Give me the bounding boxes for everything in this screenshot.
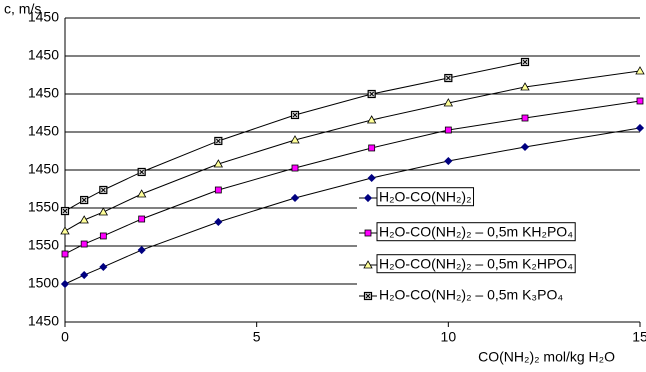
y-tick-label: 1450: [28, 47, 59, 63]
marker-cross: [81, 197, 87, 203]
marker: [444, 156, 453, 166]
marker: [214, 136, 223, 146]
marker: [80, 270, 89, 280]
legend-box: [376, 222, 576, 242]
legend-label: H₂O-CO(NH₂)₂ – 0,5m K₃PO₄: [379, 287, 563, 303]
marker: [363, 291, 373, 301]
x-tick-label: 10: [441, 329, 457, 345]
marker: [60, 226, 70, 235]
legend-box: [376, 187, 475, 207]
marker-cross: [62, 208, 68, 214]
marker: [366, 115, 377, 124]
marker: [214, 217, 223, 227]
marker: [635, 66, 645, 75]
x-tick-label: 0: [61, 329, 69, 345]
y-tick-label: 1450: [28, 313, 59, 329]
marker-cross: [369, 91, 375, 97]
y-tick-label: 1450: [28, 123, 59, 139]
legend-label: H₂O-CO(NH₂)₂: [379, 189, 472, 205]
marker: [363, 260, 373, 269]
marker: [137, 245, 146, 255]
marker-cross: [445, 75, 451, 81]
marker: [291, 164, 299, 172]
marker: [368, 144, 376, 152]
marker: [521, 114, 529, 122]
y-tick-label: 1450: [28, 9, 59, 25]
legend-label: H₂O-CO(NH₂)₂ – 0,5m K₂HPO₄: [379, 256, 573, 272]
x-tick-label: 15: [632, 329, 646, 345]
marker: [138, 215, 146, 223]
marker: [290, 193, 300, 203]
marker: [61, 250, 69, 258]
marker: [443, 98, 454, 107]
marker: [520, 82, 530, 91]
marker: [79, 215, 89, 224]
marker: [98, 207, 109, 216]
marker: [367, 89, 376, 99]
marker: [635, 123, 645, 133]
series-line: [64, 70, 641, 232]
marker: [444, 73, 453, 83]
series-line: [64, 100, 641, 255]
y-tick-label: 1450: [28, 85, 59, 101]
marker: [367, 173, 376, 183]
y-axis-label: c, m/s: [4, 1, 41, 17]
marker: [99, 185, 108, 195]
x-tick-label: 5: [253, 329, 261, 345]
marker: [520, 57, 530, 67]
marker: [99, 262, 108, 272]
marker-cross: [522, 59, 528, 65]
marker: [80, 195, 89, 205]
marker-cross: [365, 293, 371, 299]
marker: [636, 97, 644, 105]
y-tick-label: 1450: [28, 161, 59, 177]
legend-label: H₂O-CO(NH₂)₂ – 0,5m KH₂PO₄: [379, 224, 573, 240]
marker: [213, 159, 224, 168]
marker-cross: [215, 138, 221, 144]
marker: [290, 135, 300, 144]
marker: [364, 229, 372, 237]
x-axis-label: CO(NH₂)₂ mol/kg H₂O: [478, 349, 615, 365]
marker: [137, 167, 146, 177]
legend-box: [376, 254, 576, 274]
marker: [99, 232, 107, 240]
marker: [520, 142, 530, 152]
y-tick-label: 1550: [28, 237, 59, 253]
marker: [60, 279, 70, 289]
marker-cross: [100, 187, 106, 193]
marker: [80, 240, 88, 248]
y-tick-label: 1500: [28, 275, 59, 291]
marker: [363, 193, 373, 203]
marker: [444, 126, 452, 134]
marker: [290, 110, 300, 120]
marker: [214, 186, 222, 194]
marker: [136, 189, 147, 198]
marker-cross: [139, 169, 145, 175]
marker-cross: [292, 112, 298, 118]
y-tick-label: 1550: [28, 199, 59, 215]
marker: [60, 206, 70, 216]
series-line: [64, 127, 641, 285]
